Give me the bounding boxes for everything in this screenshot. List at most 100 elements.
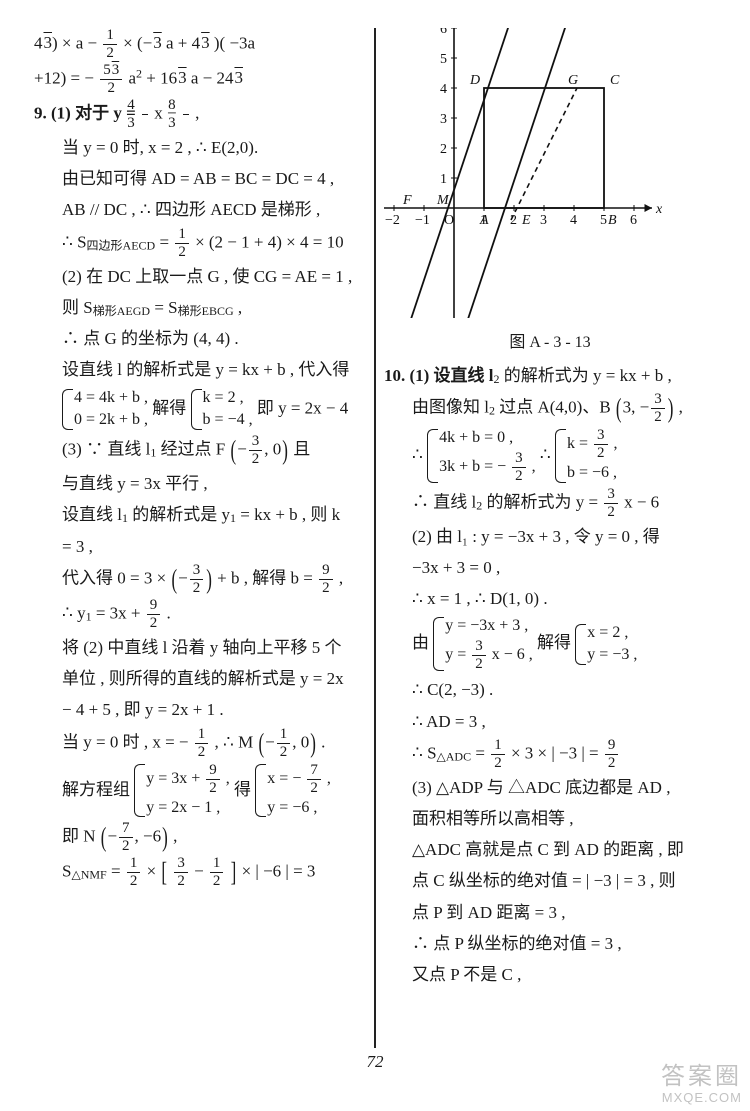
txt: 直线 l <box>433 492 476 511</box>
row: y = −3x + 3 , <box>445 615 533 638</box>
frac-1-2: 12 <box>175 227 189 260</box>
column-divider <box>374 28 376 1048</box>
txt: 经过点 F <box>161 440 226 459</box>
txt: 过点 A(4,0)、B <box>499 397 610 416</box>
sqrt3: 3 <box>43 33 53 52</box>
txt: a <box>128 68 136 87</box>
frac-1-2: 12 <box>210 856 224 889</box>
txt: × <box>147 862 157 881</box>
q9-15: 将 (2) 中直线 l 沿着 y 轴向上平移 5 个 <box>34 633 366 662</box>
txt: 由图像知 l <box>412 397 489 416</box>
coordinate-graph: −2−1O123456123456xyDGCAEBFMN <box>384 28 684 318</box>
txt: , <box>679 397 683 416</box>
q10-13: 点 C 纵坐标的绝对值 = | −3 | = 3 , 则 <box>384 866 716 895</box>
frac-8-3: 83 <box>183 98 189 131</box>
q10-8: AD = 3 , <box>384 707 716 736</box>
right-column: −2−1O123456123456xyDGCAEBFMN 图 A - 3 - 1… <box>378 28 716 1048</box>
svg-text:E: E <box>521 213 531 228</box>
q10-16: 又点 P 不是 C , <box>384 960 716 989</box>
txt: 解得 <box>537 633 575 652</box>
txt: = 3x + <box>96 603 141 622</box>
two-column-layout: 43) × a − 12 × (−3 a + 43 )( −3a +12) = … <box>34 28 716 1048</box>
txt: 4 <box>34 33 43 52</box>
txt: = <box>475 743 485 762</box>
svg-text:5: 5 <box>440 52 447 67</box>
q10-3: 直线 l2 的解析式为 y = 32 x − 6 <box>384 487 716 520</box>
sub: 梯形EBCG <box>178 304 234 318</box>
row: 0 = 2k + b , <box>74 409 148 432</box>
row: x = 2 , <box>587 622 637 645</box>
svg-text:3: 3 <box>540 213 547 228</box>
page: 43) × a − 12 × (−3 a + 43 )( −3a +12) = … <box>0 0 750 1111</box>
brace-sys-E: 4k + b = 0 , 3k + b = − 32 , <box>427 427 536 485</box>
txt: )( −3a <box>210 33 255 52</box>
txt: 10. (1) 设直线 l <box>384 366 494 385</box>
row: 4 = 4k + b , <box>74 387 148 410</box>
svg-text:M: M <box>436 193 450 208</box>
txt: 的解析式为 y = <box>486 492 598 511</box>
t: , <box>323 770 331 787</box>
svg-text:2: 2 <box>440 142 447 157</box>
txt: 当 y = 0 时 , x = − <box>62 732 189 751</box>
row: y = 3x + 92 , <box>146 762 230 797</box>
svg-text:6: 6 <box>440 28 447 37</box>
row: y = −6 , <box>267 797 331 820</box>
txt: . <box>321 732 325 751</box>
txt: 则 S <box>62 298 93 317</box>
svg-text:x: x <box>655 202 663 217</box>
svg-text:5: 5 <box>600 213 607 228</box>
row: k = 2 , <box>203 387 253 410</box>
row: y = −3 , <box>587 644 637 667</box>
lparen: ( <box>258 720 264 767</box>
lparen: ( <box>616 385 622 432</box>
q10-sysEF: 4k + b = 0 , 3k + b = − 32 , ∴ k = 32 , … <box>384 427 716 485</box>
svg-text:4: 4 <box>440 82 447 97</box>
txt: , <box>173 827 177 846</box>
txt: a − 24 <box>191 68 234 87</box>
q9-14: y1 = 3x + 92 . <box>34 598 366 631</box>
q9-16: 单位 , 则所得的直线的解析式是 y = 2x <box>34 664 366 693</box>
q9-18: 当 y = 0 时 , x = − 12 , ∴ M (−12, 0) . <box>34 727 366 760</box>
row: b = −4 , <box>203 409 253 432</box>
rbrack: ] <box>231 850 237 897</box>
t: 3k + b = − <box>439 458 506 475</box>
watermark-cn: 答案圈 <box>661 1064 742 1090</box>
txt: 即 N <box>62 827 96 846</box>
txt: = <box>111 862 121 881</box>
frac-9-2: 92 <box>319 563 333 596</box>
lparen: ( <box>171 556 177 603</box>
txt: 直线 l <box>107 440 150 459</box>
txt: y <box>77 603 86 622</box>
svg-text:A: A <box>479 213 489 228</box>
txt: 解得 <box>152 398 190 417</box>
frac-9-2: 92 <box>147 598 161 631</box>
t: x − 6 , <box>488 646 533 663</box>
txt: 的解析式为 y = kx + b , <box>504 366 672 385</box>
brace-sys-C: y = 3x + 92 , y = 2x − 1 , <box>134 762 230 820</box>
frac-1-2: 12 <box>277 727 291 760</box>
watermark: 答案圈 MXQE.COM <box>661 1064 742 1105</box>
txt: + b , 解得 b = <box>217 568 313 587</box>
txt: × (− <box>123 33 152 52</box>
q9-sysA: 4 = 4k + b , 0 = 2k + b , 解得 k = 2 , b =… <box>34 387 366 433</box>
sub1: 1 <box>86 609 92 623</box>
txt: , <box>238 298 242 317</box>
frac-3-2: 32 <box>604 487 618 520</box>
q9-13: 代入得 0 = 3 × (−32) + b , 解得 b = 92 , <box>34 563 366 596</box>
row: k = 32 , <box>567 427 618 462</box>
txt: 且 <box>293 440 310 459</box>
txt: × 3 × | −3 | = <box>511 743 599 762</box>
txt: ∴ <box>540 445 555 464</box>
sub: 梯形AEGD <box>93 304 150 318</box>
txt: × | −6 | = 3 <box>242 862 316 881</box>
sqrt3: 3 <box>177 68 187 87</box>
svg-text:G: G <box>568 73 578 88</box>
q9-1: 9. (1) 对于 y = 43 x − 83 , <box>34 98 366 131</box>
frac-1-2: 12 <box>195 727 209 760</box>
rparen: ) <box>206 556 212 603</box>
q10-10: (3) △ADP 与 △ADC 底边都是 AD , <box>384 773 716 802</box>
expr-line-1: 43) × a − 12 × (−3 a + 43 )( −3a <box>34 28 366 61</box>
q9-11: 与直线 y = 3x 平行 , <box>34 469 366 498</box>
frac-3-2: 32 <box>472 639 486 672</box>
brace-sys-D: x = − 72 , y = −6 , <box>255 762 331 820</box>
